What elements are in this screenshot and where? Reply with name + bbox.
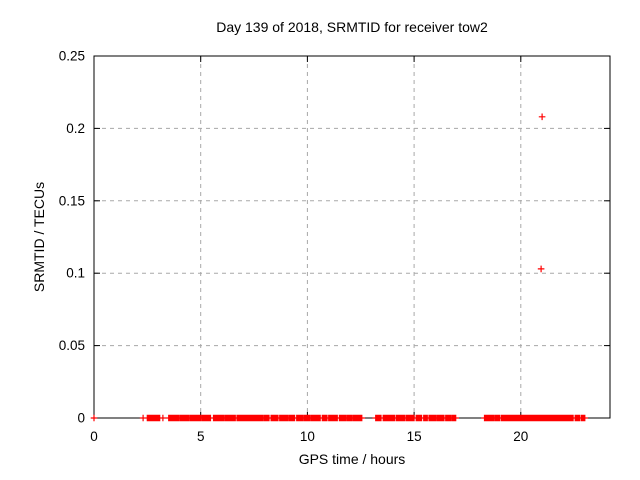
y-tick-label: 0 [77, 411, 85, 426]
y-tick-label: 0.1 [66, 266, 85, 281]
x-tick-label: 0 [90, 429, 98, 444]
y-tick-label: 0.05 [59, 338, 85, 353]
data-markers [90, 113, 589, 422]
y-tick-label: 0.2 [66, 121, 85, 136]
x-tick-label: 10 [300, 429, 315, 444]
x-tick-label: 5 [197, 429, 205, 444]
x-tick-label: 20 [513, 429, 528, 444]
y-tick-label: 0.25 [59, 49, 85, 64]
x-tick-label: 15 [407, 429, 422, 444]
y-tick-label: 0.15 [59, 193, 85, 208]
chart-title: Day 139 of 2018, SRMTID for receiver tow… [216, 19, 488, 35]
x-axis-label: GPS time / hours [298, 451, 406, 467]
plot-border [93, 55, 611, 419]
